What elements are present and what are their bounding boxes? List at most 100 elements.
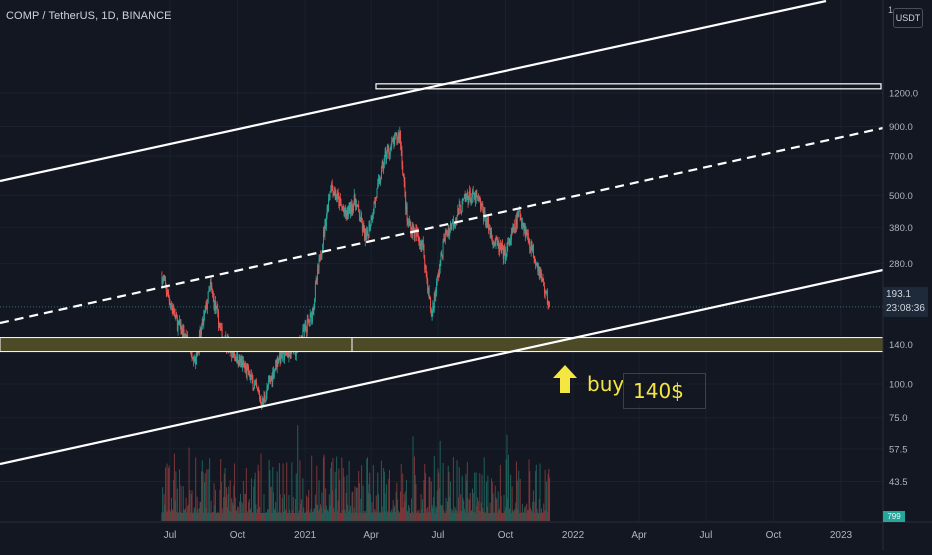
candle (164, 279, 166, 281)
grid (0, 0, 883, 522)
candle (387, 148, 389, 150)
volume-bar (209, 458, 211, 521)
volume-bar (422, 499, 424, 521)
candle (329, 191, 331, 198)
candle (270, 375, 272, 380)
resistance-box[interactable] (375, 83, 882, 90)
candle (406, 206, 408, 222)
candle (284, 355, 285, 361)
volume-bar (480, 511, 482, 521)
candle (538, 266, 540, 276)
volume-bar (509, 509, 511, 521)
volume-bar (321, 492, 323, 521)
volume-bar (538, 498, 540, 521)
volume-bar (417, 512, 419, 521)
buy-label[interactable]: buy (587, 372, 625, 396)
support-zone[interactable] (0, 337, 884, 353)
candle (333, 192, 335, 196)
volume-bar (188, 447, 190, 521)
volume-bar (548, 468, 550, 521)
candle (437, 273, 439, 277)
volume-bar (253, 479, 255, 521)
volume-bar (264, 512, 266, 521)
candle (471, 197, 473, 199)
volume-bar (228, 486, 230, 521)
currency-badge[interactable]: USDT (893, 8, 923, 28)
volume-bar (283, 511, 285, 521)
volume-bar (531, 511, 533, 521)
volume-bar (362, 485, 364, 521)
volume-bar (500, 495, 502, 521)
volume-bar (237, 507, 239, 521)
volume-bar (179, 511, 181, 521)
candle (220, 327, 222, 328)
volume-bar (284, 510, 286, 521)
candle (274, 368, 276, 370)
candle (234, 353, 236, 358)
volume-bar (258, 470, 260, 521)
candle (389, 148, 391, 155)
volume-bar (165, 467, 167, 521)
volume-bar (226, 487, 228, 521)
volume-bar (299, 460, 301, 521)
volume-bar (181, 512, 183, 521)
volume-bar (265, 512, 267, 521)
candle (496, 236, 498, 239)
drawings[interactable] (0, 0, 884, 466)
volume-bar (189, 490, 191, 521)
candle (359, 219, 361, 222)
volume-bar (210, 500, 212, 521)
candle (549, 305, 550, 307)
volume-bar (421, 509, 423, 521)
candle (423, 245, 425, 259)
volume-bar (234, 497, 236, 521)
volume-bar (364, 512, 366, 521)
candle (537, 265, 539, 272)
volume-bar (314, 494, 316, 521)
volume-bar (290, 512, 292, 521)
volume-bar (187, 504, 189, 521)
volume-bar (419, 512, 421, 521)
volume-bar (350, 505, 352, 521)
volume-bar (350, 513, 352, 521)
candle (460, 205, 462, 214)
candle (500, 246, 502, 251)
volume-bar (249, 509, 251, 521)
volume-bar (474, 512, 476, 521)
candle (250, 376, 252, 380)
target-price-box[interactable]: 140$ (623, 373, 706, 409)
volume-bar (322, 512, 324, 521)
volume-bar (452, 510, 454, 521)
channel-mid-line[interactable] (0, 126, 884, 325)
candle (269, 378, 271, 381)
candle (344, 207, 346, 213)
channel-upper-line[interactable] (0, 0, 827, 183)
volume-bar (411, 498, 413, 521)
candle (331, 184, 333, 189)
candle (352, 206, 354, 211)
candle (389, 152, 390, 155)
candle (346, 208, 348, 217)
volume-bar (489, 502, 491, 521)
volume-bar (245, 467, 247, 521)
volume-bar (171, 509, 173, 521)
volume-bar (207, 469, 209, 521)
symbol-title[interactable]: COMP / TetherUS, 1D, BINANCE (6, 10, 172, 22)
volume-bar (259, 507, 261, 521)
candle (480, 200, 481, 210)
candle (251, 374, 253, 380)
volume-bar (496, 498, 498, 521)
candle (409, 224, 411, 226)
channel-lower-line[interactable] (0, 268, 884, 466)
volume-bar (383, 467, 385, 521)
candle (277, 357, 279, 363)
candle (309, 313, 311, 322)
candle (372, 212, 374, 216)
volume-bar (391, 509, 393, 521)
volume-bar (343, 476, 345, 521)
volume-bar (169, 510, 171, 521)
volume-bar (384, 493, 386, 521)
volume-bar (176, 512, 178, 521)
